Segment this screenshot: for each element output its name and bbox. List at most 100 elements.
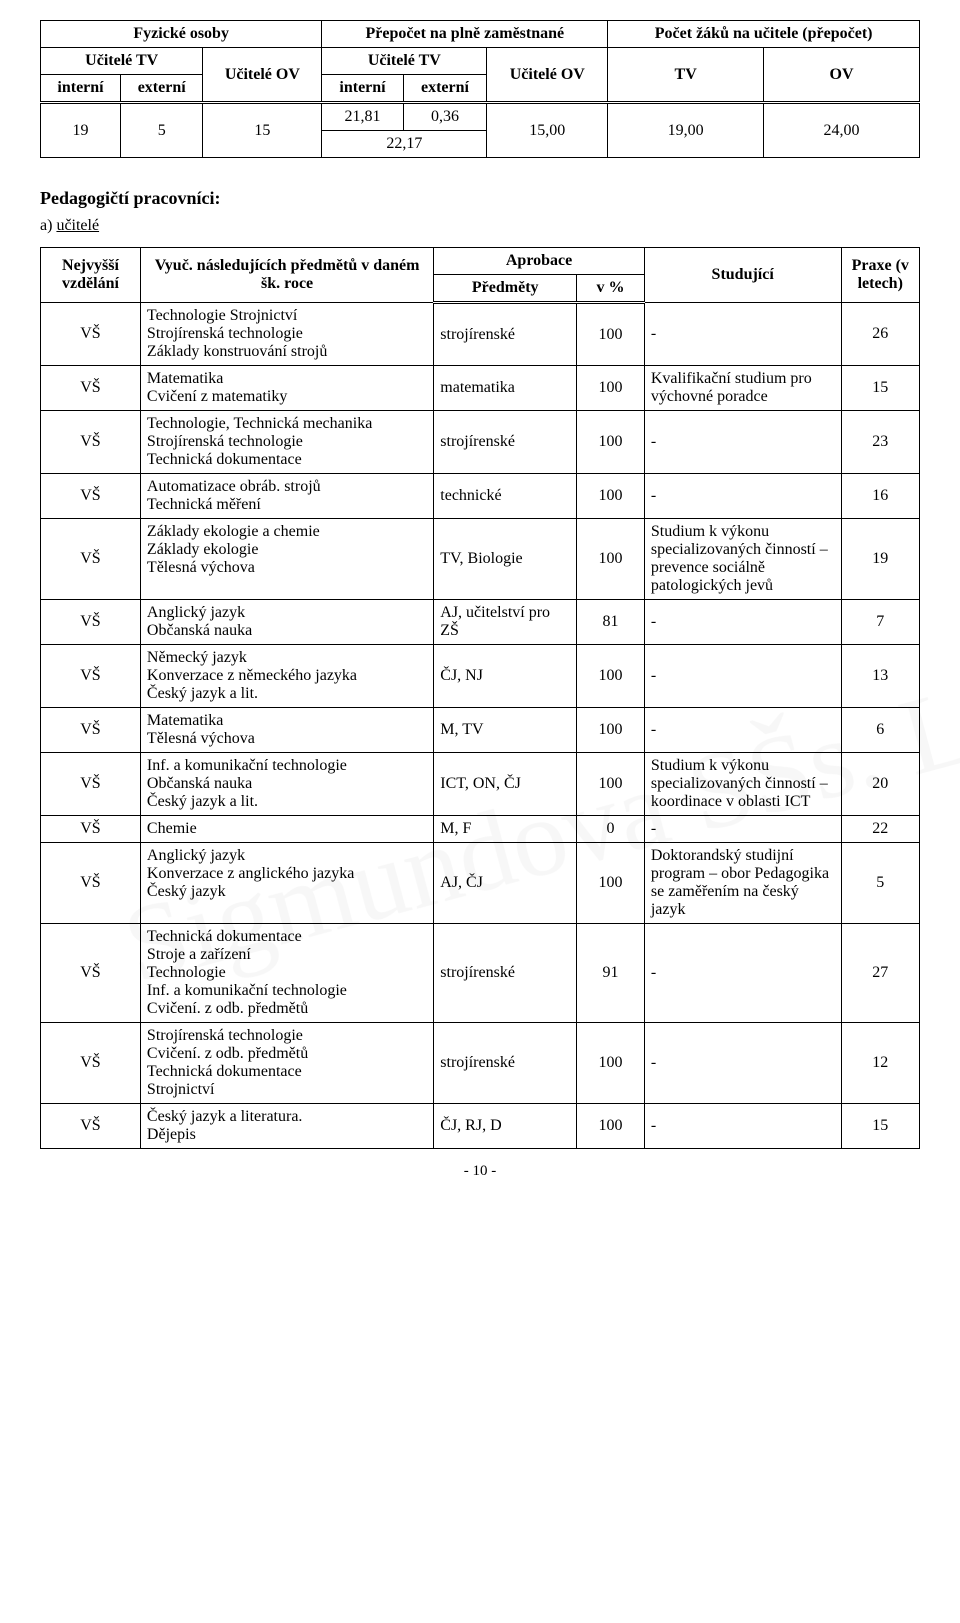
cell-vzdelani: VŠ	[41, 474, 141, 519]
section-title: Pedagogičtí pracovníci:	[40, 188, 920, 209]
table-row: VŠZáklady ekologie a chemieZáklady ekolo…	[41, 519, 920, 600]
cell-vzdelani: VŠ	[41, 519, 141, 600]
cell-studujici: -	[644, 816, 841, 843]
cell-pct: 100	[577, 474, 645, 519]
page-number: - 10 -	[40, 1163, 920, 1180]
table-row: VŠČeský jazyk a literatura.DějepisČJ, RJ…	[41, 1104, 920, 1149]
cell-predmety: Strojírenská technologieCvičení. z odb. …	[140, 1023, 433, 1104]
cell-aprobace: strojírenské	[434, 411, 577, 474]
cell-predmety: Technologie StrojnictvíStrojírenská tech…	[140, 303, 433, 366]
cell-predmety: Německý jazykKonverzace z německého jazy…	[140, 645, 433, 708]
t1-d-19: 19	[41, 103, 121, 158]
table-row: VŠTechnologie StrojnictvíStrojírenská te…	[41, 303, 920, 366]
cell-vzdelani: VŠ	[41, 645, 141, 708]
cell-studujici: -	[644, 303, 841, 366]
t1-h-fyzicke: Fyzické osoby	[41, 21, 322, 48]
cell-predmety: Český jazyk a literatura.Dějepis	[140, 1104, 433, 1149]
subsection-label: a) učitelé	[40, 217, 920, 235]
t1-d-1500: 15,00	[487, 103, 608, 158]
t1-h-ucitele-tv-2: Učitelé TV	[322, 48, 487, 75]
cell-pct: 0	[577, 816, 645, 843]
cell-studujici: -	[644, 600, 841, 645]
cell-vzdelani: VŠ	[41, 1023, 141, 1104]
cell-predmety: MatematikaCvičení z matematiky	[140, 366, 433, 411]
t1-d-15: 15	[203, 103, 322, 158]
cell-praxe: 15	[841, 1104, 920, 1149]
t1-h-ucitele-ov-1: Učitelé OV	[203, 48, 322, 103]
cell-pct: 100	[577, 303, 645, 366]
cell-studujici: -	[644, 411, 841, 474]
cell-pct: 100	[577, 645, 645, 708]
table-row: VŠAnglický jazykObčanská naukaAJ, učitel…	[41, 600, 920, 645]
cell-predmety: Základy ekologie a chemieZáklady ekologi…	[140, 519, 433, 600]
cell-aprobace: AJ, ČJ	[434, 843, 577, 924]
t2-h-apr-pct: v %	[577, 275, 645, 303]
t1-h-ov: OV	[764, 48, 920, 103]
cell-praxe: 23	[841, 411, 920, 474]
cell-vzdelani: VŠ	[41, 1104, 141, 1149]
table-row: VŠMatematikaTělesná výchovaM, TV100-6	[41, 708, 920, 753]
t2-h-aprobace: Aprobace	[434, 248, 645, 275]
cell-praxe: 5	[841, 843, 920, 924]
cell-predmety: Automatizace obráb. strojůTechnická měře…	[140, 474, 433, 519]
cell-pct: 100	[577, 1104, 645, 1149]
cell-aprobace: M, TV	[434, 708, 577, 753]
cell-pct: 100	[577, 753, 645, 816]
t1-d-2400: 24,00	[764, 103, 920, 158]
cell-pct: 100	[577, 708, 645, 753]
cell-studujici: Doktorandský studijní program – obor Ped…	[644, 843, 841, 924]
cell-vzdelani: VŠ	[41, 411, 141, 474]
cell-praxe: 7	[841, 600, 920, 645]
t1-h-interni-1: interní	[41, 75, 121, 103]
cell-praxe: 27	[841, 924, 920, 1023]
cell-studujici: -	[644, 1023, 841, 1104]
t1-d-1900: 19,00	[608, 103, 764, 158]
t2-h-studujici: Studující	[644, 248, 841, 303]
cell-studujici: -	[644, 474, 841, 519]
cell-studujici: Studium k výkonu specializovaných činnos…	[644, 753, 841, 816]
subsection-underline: učitelé	[56, 217, 99, 234]
t1-h-tv: TV	[608, 48, 764, 103]
t1-h-interni-2: interní	[322, 75, 403, 103]
cell-vzdelani: VŠ	[41, 924, 141, 1023]
cell-vzdelani: VŠ	[41, 816, 141, 843]
cell-studujici: Studium k výkonu specializovaných činnos…	[644, 519, 841, 600]
t1-h-prepocet: Přepočet na plně zaměstnané	[322, 21, 608, 48]
cell-praxe: 22	[841, 816, 920, 843]
t1-d-2181: 21,81	[322, 103, 403, 131]
t2-h-predmety: Vyuč. následujících předmětů v daném šk.…	[140, 248, 433, 303]
table-row: VŠAnglický jazykKonverzace z anglického …	[41, 843, 920, 924]
cell-aprobace: strojírenské	[434, 924, 577, 1023]
cell-praxe: 16	[841, 474, 920, 519]
cell-pct: 100	[577, 519, 645, 600]
table-row: VŠAutomatizace obráb. strojůTechnická mě…	[41, 474, 920, 519]
t1-h-externi-1: externí	[121, 75, 203, 103]
cell-pct: 100	[577, 366, 645, 411]
table-row: VŠChemieM, F0-22	[41, 816, 920, 843]
table-staff-counts: Fyzické osoby Přepočet na plně zaměstnan…	[40, 20, 920, 158]
cell-aprobace: matematika	[434, 366, 577, 411]
cell-predmety: Inf. a komunikační technologieObčanská n…	[140, 753, 433, 816]
table-row: VŠNěmecký jazykKonverzace z německého ja…	[41, 645, 920, 708]
cell-aprobace: strojírenské	[434, 1023, 577, 1104]
cell-aprobace: TV, Biologie	[434, 519, 577, 600]
cell-vzdelani: VŠ	[41, 843, 141, 924]
cell-predmety: Technická dokumentaceStroje a zařízeníTe…	[140, 924, 433, 1023]
cell-predmety: MatematikaTělesná výchova	[140, 708, 433, 753]
cell-predmety: Technologie, Technická mechanikaStrojíre…	[140, 411, 433, 474]
table-row: VŠTechnologie, Technická mechanikaStrojí…	[41, 411, 920, 474]
t2-h-praxe: Praxe (v letech)	[841, 248, 920, 303]
table-row: VŠTechnická dokumentaceStroje a zařízení…	[41, 924, 920, 1023]
table-row: VŠInf. a komunikační technologieObčanská…	[41, 753, 920, 816]
t1-h-pocet: Počet žáků na učitele (přepočet)	[608, 21, 920, 48]
cell-studujici: -	[644, 645, 841, 708]
cell-praxe: 20	[841, 753, 920, 816]
cell-pct: 100	[577, 843, 645, 924]
cell-pct: 100	[577, 1023, 645, 1104]
t2-h-apr-predmety: Předměty	[434, 275, 577, 303]
cell-studujici: -	[644, 1104, 841, 1149]
cell-praxe: 15	[841, 366, 920, 411]
cell-aprobace: strojírenské	[434, 303, 577, 366]
cell-pct: 81	[577, 600, 645, 645]
cell-pct: 91	[577, 924, 645, 1023]
